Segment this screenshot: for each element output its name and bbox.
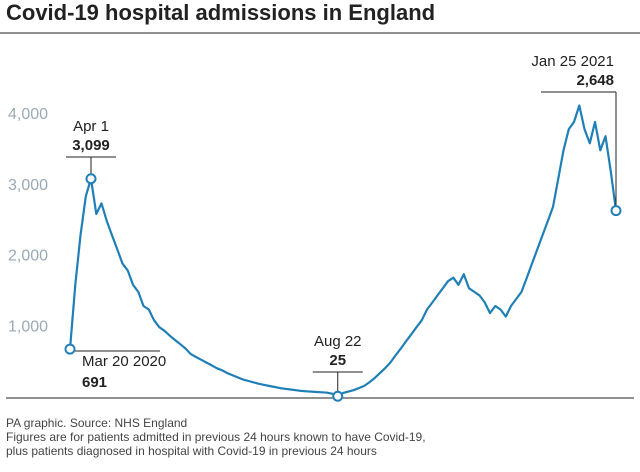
annotation-label: Mar 20 2020 [82, 353, 166, 370]
footnote: Figures are for patients admitted in pre… [6, 430, 426, 444]
annotation-marker [610, 205, 622, 217]
y-tick-label: 4,000 [8, 106, 48, 123]
y-tick-label: 1,000 [8, 318, 48, 335]
y-tick-label: 2,000 [8, 248, 48, 265]
footnote: PA graphic. Source: NHS England [6, 416, 187, 430]
annotation-value: 25 [329, 352, 346, 369]
y-tick-label: 3,000 [8, 177, 48, 194]
annotation-marker [64, 343, 76, 355]
annotation-label: Apr 1 [73, 118, 109, 135]
annotation-marker [85, 173, 97, 185]
annotation-label: Aug 22 [314, 333, 362, 350]
footnote: plus patients diagnosed in hospital with… [6, 444, 377, 458]
annotation-marker [332, 390, 344, 402]
annotation-value: 3,099 [72, 137, 110, 154]
series-line [68, 104, 618, 398]
chart-title: Covid-19 hospital admissions in England [6, 0, 435, 25]
annotation-value: 2,648 [576, 72, 614, 89]
annotation-label: Jan 25 2021 [531, 53, 614, 70]
annotation-value: 691 [82, 374, 107, 391]
